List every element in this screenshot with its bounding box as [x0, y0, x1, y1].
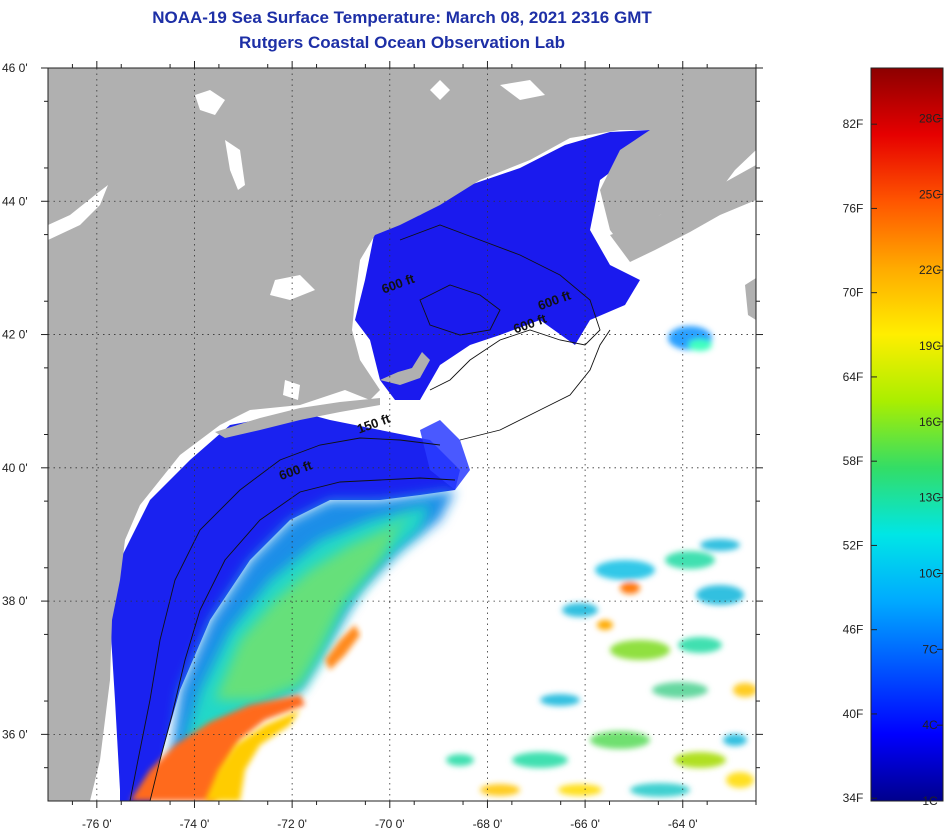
lat-tick-label: 38 0': [2, 594, 28, 608]
lat-tick-label: 44 0': [2, 194, 28, 208]
slope-water-green: [215, 510, 410, 700]
sable-area: [745, 278, 756, 320]
bathymetry-contours: [129, 224, 611, 801]
colorbar-celsius-label: 1C: [922, 794, 938, 808]
long-island: [215, 398, 380, 438]
colorbar-fahrenheit-label: 40F: [843, 707, 864, 721]
gulf-stream-yellow-edge: [205, 710, 300, 801]
colorbar-gradient: [870, 67, 944, 802]
land-layer: [48, 68, 756, 801]
lon-tick-label: -76 0': [82, 817, 112, 831]
lon-tick-label: -72 0': [277, 817, 307, 831]
lat-tick-label: 36 0': [2, 727, 28, 741]
mid-atlantic-shelf-water: [110, 412, 460, 801]
us-mainland: [48, 68, 756, 801]
map-subtitle: Rutgers Coastal Ocean Observation Lab: [239, 33, 565, 52]
colorbar-celsius-label: 28C: [919, 112, 941, 126]
colorbar-fahrenheit-label: 76F: [843, 201, 864, 215]
colorbar-celsius-label: 16C: [919, 415, 941, 429]
colorbar-fahrenheit-label: 64F: [843, 370, 864, 384]
contour-gulf-of-maine: [399, 224, 601, 391]
inland-lakes: [48, 80, 545, 400]
colorbar-fahrenheit-label: 46F: [843, 623, 864, 637]
lon-tick-label: -66 0': [570, 817, 600, 831]
graticule: [48, 68, 756, 801]
colorbar-fahrenheit-label: 58F: [843, 454, 864, 468]
lon-tick-label: -70 0': [375, 817, 405, 831]
colorbar: 1C 4C 7C 10C 13C 16C 19C 22C 25C 28C 34F 40F 46F 52F 5…: [843, 67, 944, 808]
colorbar-labels: 1C 4C 7C 10C 13C 16C 19C 22C 25C 28C 34F 40F 46F 52F 5…: [843, 112, 943, 808]
colorbar-celsius-label: 22C: [919, 263, 941, 277]
contour-600ft-shelf: [149, 477, 456, 801]
lat-tick-label: 42 0': [2, 328, 28, 342]
nova-scotia: [610, 165, 756, 262]
colorbar-celsius-label: 19C: [919, 339, 941, 353]
colorbar-fahrenheit-label: 70F: [843, 286, 864, 300]
georges-bank-water: [420, 420, 470, 490]
offshore-sst-patches: [446, 326, 756, 797]
gulf-of-maine-water: [355, 130, 650, 400]
lon-tick-label: -68 0': [473, 817, 503, 831]
cape-cod: [380, 352, 430, 385]
colorbar-celsius-label: 4C: [922, 718, 938, 732]
lon-tick-label: -74 0': [180, 817, 210, 831]
contour-georges-bank: [459, 329, 611, 441]
colorbar-fahrenheit-label: 52F: [843, 538, 864, 552]
colorbar-celsius-label: 25C: [919, 187, 941, 201]
lat-tick-label: 46 0': [2, 61, 28, 75]
map-title: NOAA-19 Sea Surface Temperature: March 0…: [152, 8, 652, 27]
colorbar-celsius-label: 7C: [922, 642, 938, 656]
sst-water-layer: [110, 130, 756, 801]
gulf-stream-warm-core: [130, 695, 305, 801]
colorbar-celsius-label: 13C: [919, 491, 941, 505]
lon-tick-label: -64 0': [668, 817, 698, 831]
colorbar-fahrenheit-label: 82F: [843, 117, 864, 131]
colorbar-fahrenheit-label: 34F: [843, 791, 864, 805]
warm-filament: [325, 625, 360, 670]
map-axes: -76 0' -74 0' -72 0' -70 0' -68 0' -66 0' -64 …: [2, 61, 763, 831]
contour-inner-gom: [419, 284, 501, 336]
lat-tick-label: 40 0': [2, 461, 28, 475]
colorbar-celsius-label: 10C: [919, 567, 941, 581]
contour-150ft-shelf: [129, 437, 441, 801]
